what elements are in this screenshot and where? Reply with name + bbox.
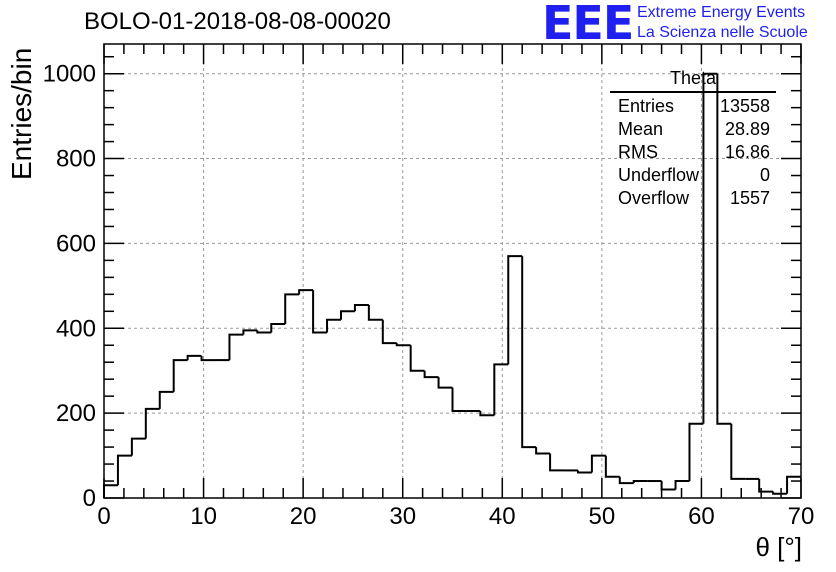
histogram-bin — [395, 343, 411, 347]
eee-logo: EEE — [542, 0, 634, 50]
histogram-bin — [493, 363, 509, 416]
stats-row-mean: Mean 28.89 — [610, 118, 776, 141]
x-tick-label: 50 — [589, 503, 616, 530]
stats-label: Entries — [618, 96, 675, 116]
stats-name: Theta — [610, 68, 776, 93]
histogram-bin — [381, 319, 397, 345]
histogram-bin — [409, 345, 425, 372]
histogram-bin — [730, 423, 746, 480]
y-tick-label: 200 — [56, 400, 96, 427]
x-tick-label: 30 — [389, 503, 416, 530]
y-tick-label: 400 — [56, 315, 96, 342]
logo-line-1: Extreme Energy Events — [637, 4, 806, 21]
x-axis-label: θ [°] — [755, 532, 802, 562]
axis-ticks — [103, 44, 802, 499]
histogram-bin — [618, 476, 634, 485]
histogram-bin — [786, 475, 801, 494]
stats-row-rms: RMS 16.86 — [610, 141, 776, 164]
stats-label: Overflow — [618, 188, 690, 208]
chart-title: BOLO-01-2018-08-08-00020 — [84, 8, 391, 35]
histogram-bin — [604, 455, 620, 478]
x-tick-label: 70 — [788, 503, 815, 530]
histogram-bin — [423, 370, 439, 379]
y-tick-labels: 0 200 400 600 800 1000 — [43, 61, 96, 512]
histogram-bin — [590, 454, 606, 473]
histogram-bin — [521, 256, 537, 449]
plot-frame — [103, 43, 802, 499]
stats-label: RMS — [618, 142, 658, 162]
y-tick-label: 600 — [56, 230, 96, 257]
histogram-bin — [549, 453, 565, 472]
y-tick-label: 1000 — [43, 61, 96, 88]
histogram-bin — [451, 387, 467, 413]
grid-lines — [104, 44, 801, 498]
histogram-bin — [103, 484, 118, 498]
histogram-bin — [576, 470, 592, 474]
histogram-bin — [270, 323, 286, 333]
histogram-series — [103, 72, 801, 498]
histogram-bin — [535, 447, 551, 455]
logo-line-2: La Scienza nelle Scuole — [637, 24, 808, 41]
x-tick-label: 0 — [97, 503, 110, 530]
histogram-bin — [186, 354, 202, 361]
stats-value: 28.89 — [724, 119, 770, 139]
histogram-bin — [507, 255, 523, 365]
histogram-bin — [242, 329, 258, 335]
x-tick-label: 20 — [290, 503, 317, 530]
stats-row-entries: Entries 13558 — [610, 95, 776, 118]
histogram-bin — [772, 491, 788, 495]
histogram-bin — [256, 330, 272, 334]
histogram-bin — [437, 377, 453, 389]
y-tick-label: 0 — [83, 485, 96, 512]
y-axis-label: Entries/bin — [6, 47, 37, 180]
histogram-bin — [298, 289, 314, 295]
histogram-bin — [688, 422, 704, 482]
stats-value: 0 — [759, 165, 770, 185]
histogram-bin — [660, 481, 676, 491]
histogram-bin — [353, 303, 369, 312]
histogram-bin — [172, 359, 188, 392]
histogram-bin — [284, 293, 300, 325]
stats-row-overflow: Overflow 1557 — [610, 187, 776, 210]
histogram-bin — [130, 437, 146, 456]
histogram-bin — [339, 310, 355, 320]
histogram-bin — [632, 480, 648, 484]
y-tick-label: 800 — [56, 146, 96, 173]
histogram-bin — [144, 407, 160, 439]
histogram-bin — [716, 73, 732, 425]
histogram-bin — [158, 390, 174, 409]
histogram-bin — [758, 478, 774, 493]
histogram-bin — [479, 411, 495, 417]
histogram-bin — [116, 454, 132, 486]
histogram-bin — [228, 333, 244, 361]
stats-box: Theta Entries 13558 Mean 28.89 RMS 16.86… — [610, 68, 776, 210]
x-tick-labels: 0 10 20 30 40 50 60 70 — [97, 503, 814, 530]
histogram-bin — [200, 355, 216, 362]
x-tick-label: 40 — [489, 503, 516, 530]
x-tick-label: 10 — [190, 503, 217, 530]
histogram-bin — [702, 72, 718, 424]
histogram-bin — [326, 318, 341, 333]
x-tick-label: 60 — [688, 503, 715, 530]
stats-row-underflow: Underflow 0 — [610, 164, 776, 187]
histogram-bin — [367, 304, 383, 321]
histogram-bin — [674, 480, 690, 490]
stats-value: 1557 — [729, 188, 770, 208]
stats-value: 13558 — [719, 96, 770, 116]
stats-value: 16.86 — [724, 142, 770, 162]
histogram-bin — [312, 290, 328, 334]
stats-label: Mean — [618, 119, 664, 139]
stats-label: Underflow — [618, 165, 700, 185]
